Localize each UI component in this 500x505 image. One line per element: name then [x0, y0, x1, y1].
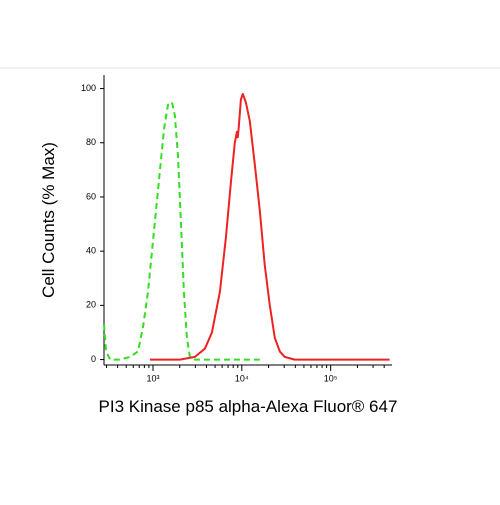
y-tick-label: 20 [86, 300, 96, 310]
x-tick-label: 10³ [146, 373, 159, 383]
y-tick-label: 40 [86, 246, 96, 256]
x-tick-label: 10⁵ [324, 373, 338, 383]
histogram-line [150, 93, 390, 361]
y-tick-label: 100 [81, 83, 96, 93]
y-tick-label: 60 [86, 191, 96, 201]
x-axis-title: PI3 Kinase p85 alpha-Alexa Fluor® 647 [99, 397, 398, 416]
x-tick-label: 10⁴ [235, 373, 249, 383]
histogram-line [103, 101, 260, 361]
y-tick-label: 0 [91, 354, 96, 364]
y-axis-title: Cell Counts (% Max) [39, 142, 58, 298]
y-tick-label: 80 [86, 137, 96, 147]
